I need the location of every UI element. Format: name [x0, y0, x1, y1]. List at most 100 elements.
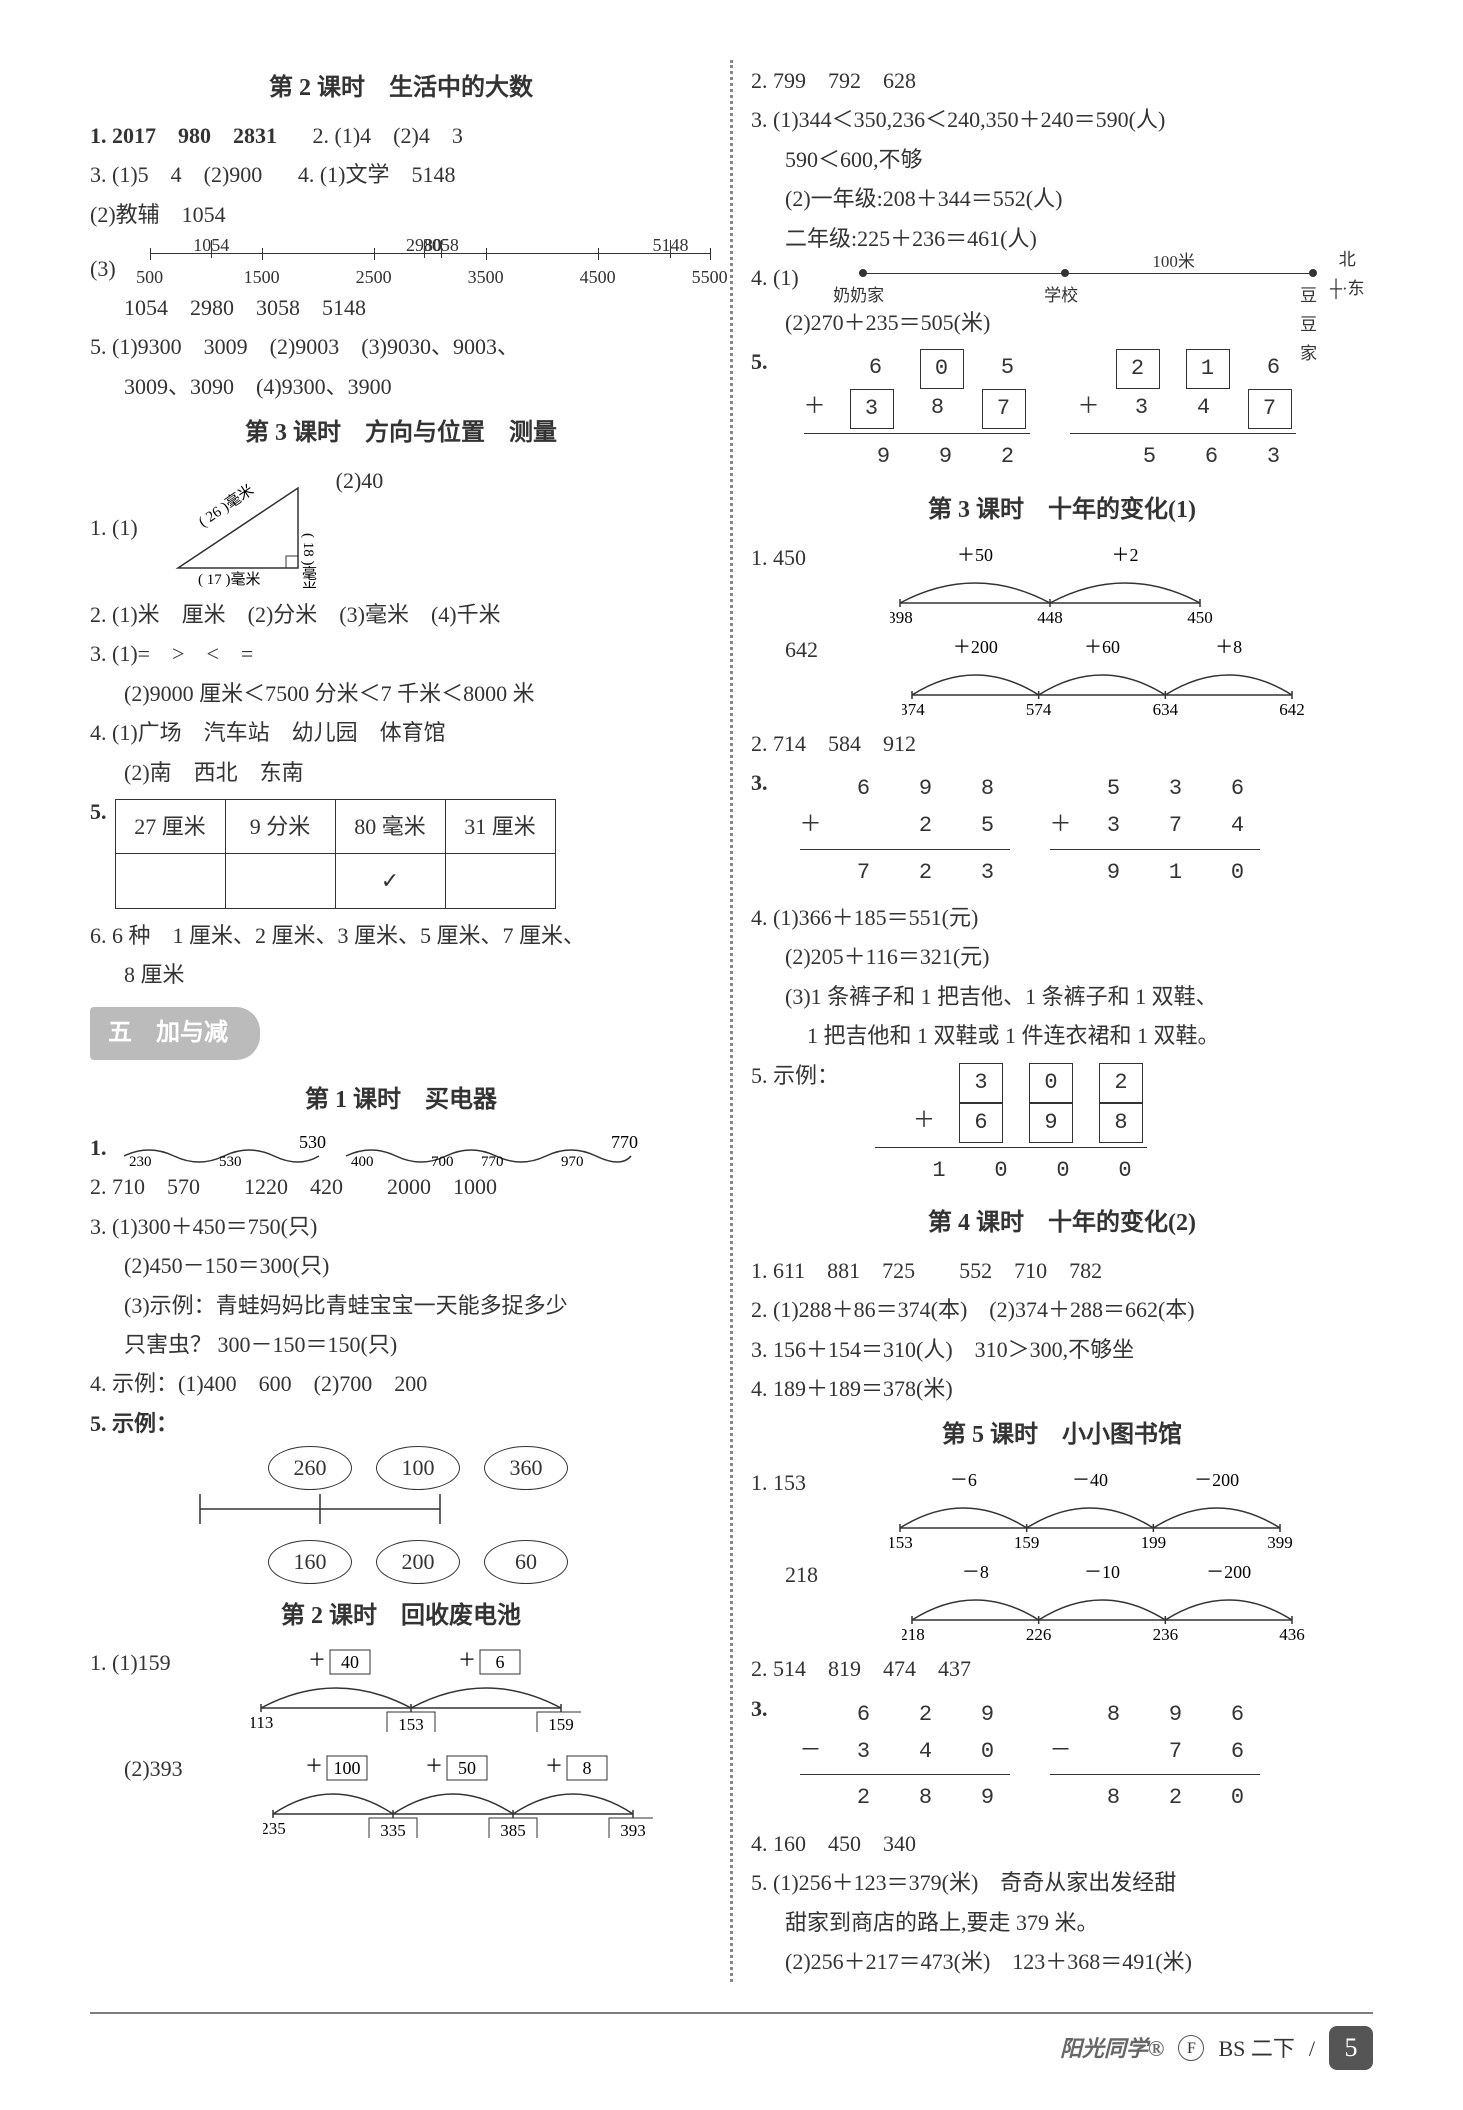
vertical-calc: 216＋347563 [1070, 349, 1296, 475]
svg-text:450: 450 [1187, 608, 1213, 627]
l54-q4: 4. 189＋189＝378(米) [751, 1370, 1373, 1407]
lesson-3-title: 第 3 课时 方向与位置 测量 [90, 413, 712, 454]
r-q3a: 3. (1)344＜350,236＜240,350＋240＝590(人) [751, 101, 1373, 138]
page-footer: 阳光同学® F BS 二下 / 5 [90, 2012, 1373, 2070]
svg-text:159: 159 [1014, 1533, 1039, 1552]
svg-text:＋8: ＋8 [1215, 637, 1242, 657]
l3-q6: 6. 6 种 1 厘米、2 厘米、3 厘米、5 厘米、7 厘米、 [90, 917, 712, 954]
svg-text:199: 199 [1141, 1533, 1167, 1552]
l2-numberline: (3) 500150025003500450055001054298030585… [90, 235, 712, 287]
l53-q4b: (2)205＋116＝321(元) [751, 938, 1373, 975]
svg-text:634: 634 [1153, 700, 1179, 719]
l53-q4a: 4. (1)366＋185＝551(元) [751, 899, 1373, 936]
l55-q5b: 甜家到商店的路上,要走 379 米。 [751, 1904, 1373, 1941]
svg-text:399: 399 [1267, 1533, 1293, 1552]
svg-text:113: 113 [251, 1713, 273, 1732]
svg-text:218: 218 [902, 1625, 925, 1644]
l5-1-q3c: (3)示例：青蛙妈妈比青蛙宝宝一天能多捉多少 [90, 1287, 712, 1324]
l3-q4b: (2)南 西北 东南 [90, 754, 712, 791]
jump-diagram: ＋100＋50＋8235335385393 [263, 1754, 653, 1838]
l5-1-q3a: 3. (1)300＋450＝750(只) [90, 1208, 712, 1245]
svg-text:＋: ＋ [545, 1756, 563, 1776]
l54-q1: 1. 611 881 725 552 710 782 [751, 1252, 1373, 1289]
l53-q2: 2. 714 584 912 [751, 725, 1373, 762]
map-line: 100米 奶奶家 学校 豆豆家 北┼·东 [859, 273, 1309, 274]
svg-text:( 17 )毫米: ( 17 )毫米 [198, 570, 261, 588]
footer-book: BS 二下 [1218, 2030, 1294, 2067]
l5-3-title: 第 3 课时 十年的变化(1) [751, 490, 1373, 531]
svg-text:448: 448 [1037, 608, 1063, 627]
l5-1-q5: 5. 示例： 260100360 16020060 [90, 1405, 712, 1588]
oval-connectors [150, 1494, 570, 1524]
jump-diagram: ＋50＋2398448450 [890, 543, 1220, 627]
r-q3d: 二年级:225＋236＝461(人) [751, 220, 1373, 257]
svg-text:＋2: ＋2 [1112, 545, 1139, 565]
right-column: 2. 799 792 628 3. (1)344＜350,236＜240,350… [751, 60, 1373, 1982]
l2-q5b: 3009、3090 (4)9300、3900 [90, 368, 712, 405]
l53-q4d: 1 把吉他和 1 双鞋或 1 件连衣裙和 1 双鞋。 [751, 1017, 1373, 1054]
svg-text:385: 385 [500, 1821, 526, 1838]
svg-text:－10: －10 [1084, 1562, 1120, 1582]
svg-text:( 26 )毫米: ( 26 )毫米 [195, 481, 257, 531]
l55-q2: 2. 514 819 474 437 [751, 1650, 1373, 1687]
wavy-line-2: 400 700 770 970 770 [341, 1134, 641, 1166]
l5-1-q2: 2. 710 570 1220 420 2000 1000 [90, 1168, 712, 1205]
vertical-calc: 536＋374910 [1050, 770, 1260, 891]
l3-q4a: 4. (1)广场 汽车站 幼儿园 体育馆 [90, 714, 712, 751]
l5-2-q1a: 1. (1)159 ＋40＋6113153159 [90, 1644, 712, 1736]
l53-q4c: (3)1 条裤子和 1 把吉他、1 条裤子和 1 双鞋、 [751, 978, 1373, 1015]
svg-text:770: 770 [481, 1154, 504, 1166]
l53-q1: 1. 450 ＋50＋2398448450 [751, 539, 1373, 631]
svg-text:335: 335 [380, 1821, 406, 1838]
svg-text:770: 770 [611, 1134, 638, 1152]
svg-text:8: 8 [582, 1758, 591, 1778]
svg-text:235: 235 [263, 1819, 286, 1838]
vertical-calc: 629－340289 [800, 1696, 1010, 1817]
vertical-calc: 698＋25723 [800, 770, 1010, 891]
footer-brand: 阳光同学® [1060, 2030, 1164, 2067]
l3-q5: 5. 27 厘米9 分米80 毫米31 厘米 ✓ [90, 793, 712, 915]
l5-2-title: 第 2 课时 回收废电池 [90, 1596, 712, 1637]
l3-q3b: (2)9000 厘米＜7500 分米＜7 千米＜8000 米 [90, 675, 712, 712]
svg-text:＋50: ＋50 [957, 545, 993, 565]
svg-text:－8: －8 [962, 1562, 989, 1582]
svg-text:400: 400 [351, 1154, 374, 1166]
l2-q3: 3. (1)5 4 (2)900 4. (1)文学 5148 [90, 156, 712, 193]
svg-text:＋: ＋ [458, 1650, 476, 1670]
left-column: 第 2 课时 生活中的大数 1. 2017 980 2831 2. (1)4 (… [90, 60, 712, 1982]
jump-diagram: －8－10－200218226236436 [902, 1560, 1312, 1644]
svg-text:100: 100 [333, 1758, 360, 1778]
l55-q5a: 5. (1)256＋123＝379(米) 奇奇从家出发经甜 [751, 1864, 1373, 1901]
l5-1-q3d: 只害虫？ 300－150＝150(只) [90, 1326, 712, 1363]
svg-text:－40: －40 [1072, 1470, 1108, 1490]
r-q2: 2. 799 792 628 [751, 62, 1373, 99]
l3-q3a: 3. (1)= > < = [90, 635, 712, 672]
l55-q1b: 218 －8－10－200218226236436 [751, 1556, 1373, 1648]
svg-text:159: 159 [548, 1715, 574, 1732]
l53-q1b: 642 ＋200＋60＋8374574634642 [751, 631, 1373, 723]
l5-1-q3b: (2)450－150＝300(只) [90, 1247, 712, 1284]
r-q5: 5. 605＋387992 216＋347563 [751, 343, 1373, 481]
svg-text:236: 236 [1153, 1625, 1179, 1644]
l5-1-q1: 1. 230 530 530 400 700 770 970 770 [90, 1129, 712, 1166]
vertical-calc: 605＋387992 [804, 349, 1030, 475]
svg-text:＋60: ＋60 [1084, 637, 1120, 657]
l3-q6b: 8 厘米 [90, 956, 712, 993]
svg-text:50: 50 [458, 1758, 476, 1778]
section-5-chip: 五 加与减 [90, 1007, 260, 1060]
vertical-calc: 896－76820 [1050, 1696, 1260, 1817]
measure-table: 27 厘米9 分米80 毫米31 厘米 ✓ [115, 799, 556, 909]
l53-q5: 5. 示例： 302＋6981000 [751, 1057, 1373, 1195]
l2-q5a: 5. (1)9300 3009 (2)9003 (3)9030、9003、 [90, 328, 712, 365]
svg-text:642: 642 [1279, 700, 1305, 719]
svg-text:574: 574 [1026, 700, 1052, 719]
l55-q3: 3. 629－340289 896－76820 [751, 1690, 1373, 1823]
l55-q4: 4. 160 450 340 [751, 1825, 1373, 1862]
footer-f-icon: F [1178, 2035, 1204, 2061]
footer-page: 5 [1329, 2026, 1373, 2070]
svg-text:436: 436 [1279, 1625, 1305, 1644]
column-divider [730, 60, 733, 1982]
svg-text:＋: ＋ [425, 1756, 443, 1776]
r-q4-map: 4. (1) 100米 奶奶家 学校 豆豆家 北┼·东 [751, 259, 1373, 302]
svg-text:－200: －200 [1206, 1562, 1251, 1582]
